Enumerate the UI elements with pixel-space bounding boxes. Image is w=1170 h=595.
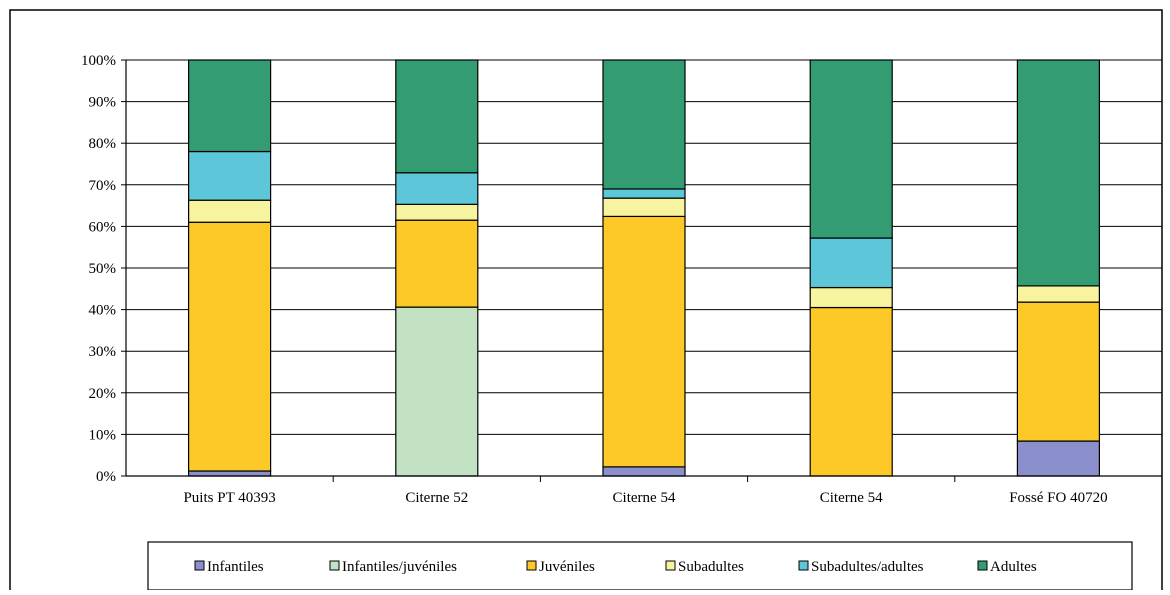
bar-segment-2-2 [602,215,686,468]
y-tick-label: 10% [89,427,117,443]
x-tick-label: Citerne 52 [405,490,468,506]
x-axis-tick-labels: Puits PT 40393 Citerne 52 Citerne 54 Citern… [183,490,1107,506]
bar-segment-5-4 [1016,59,1101,287]
y-tick-label: 80% [89,136,117,152]
bar-segment-2-1 [395,219,479,308]
x-tick-label: Citerne 54 [613,490,676,506]
bar-segment-3-2 [602,197,686,218]
bar-segment-5-0 [188,59,272,153]
bar-segment-5-3 [809,59,893,239]
legend-label: Infantiles [207,559,264,575]
legend-label: Subadultes/adultes [811,559,924,575]
y-tick-label: 20% [89,386,117,402]
y-axis-tick-labels: 0% 10% 20% 30% 40% 50% 60% 70% 80% 90% 100% [81,53,116,485]
y-tick-label: 90% [89,95,117,111]
legend-label: Infantiles/juvéniles [342,559,457,575]
y-tick-label: 40% [89,303,117,319]
bar-segment-3-4 [1016,285,1101,303]
bar-segment-4-1 [395,172,479,205]
bar-segment-0-0 [188,470,272,477]
bar-segment-5-1 [395,59,479,174]
y-tick-label: 70% [89,178,117,194]
bar-segment-3-1 [395,203,479,221]
legend: Infantiles Infantiles/juvéniles Juvéniles S… [147,541,1133,591]
bar-segment-0-2 [602,466,686,477]
bar-segment-3-0 [188,199,272,223]
bar-segment-2-0 [188,221,272,472]
x-tick-label: Puits PT 40393 [183,490,275,506]
y-tick-label: 60% [89,219,117,235]
bar-segment-1-1 [395,306,479,477]
bars [188,59,1101,477]
bar-segment-2-3 [809,306,893,477]
legend-swatch [329,560,340,571]
bar-segment-4-2 [602,188,686,199]
bar-segment-4-0 [188,150,272,201]
y-tick-label: 0% [96,469,116,485]
bar-segment-0-4 [1016,440,1101,477]
legend-swatch [194,560,205,571]
bar-segment-3-3 [809,286,893,309]
x-tick-label: Fossé FO 40720 [1009,490,1107,506]
bar-segment-5-2 [602,59,686,190]
legend-swatch [977,560,988,571]
y-tick-label: 50% [89,261,117,277]
legend-label: Adultes [990,559,1037,575]
axes [121,59,1163,482]
legend-label: Juvéniles [539,559,595,575]
legend-swatch [526,560,537,571]
legend-swatch [798,560,809,571]
y-tick-label: 30% [89,344,117,360]
y-tick-label: 100% [81,53,116,69]
bar-segment-2-4 [1016,301,1101,442]
x-tick-label: Citerne 54 [820,490,883,506]
legend-swatch [665,560,676,571]
legend-label: Subadultes [678,559,744,575]
bar-segment-4-3 [809,237,893,289]
